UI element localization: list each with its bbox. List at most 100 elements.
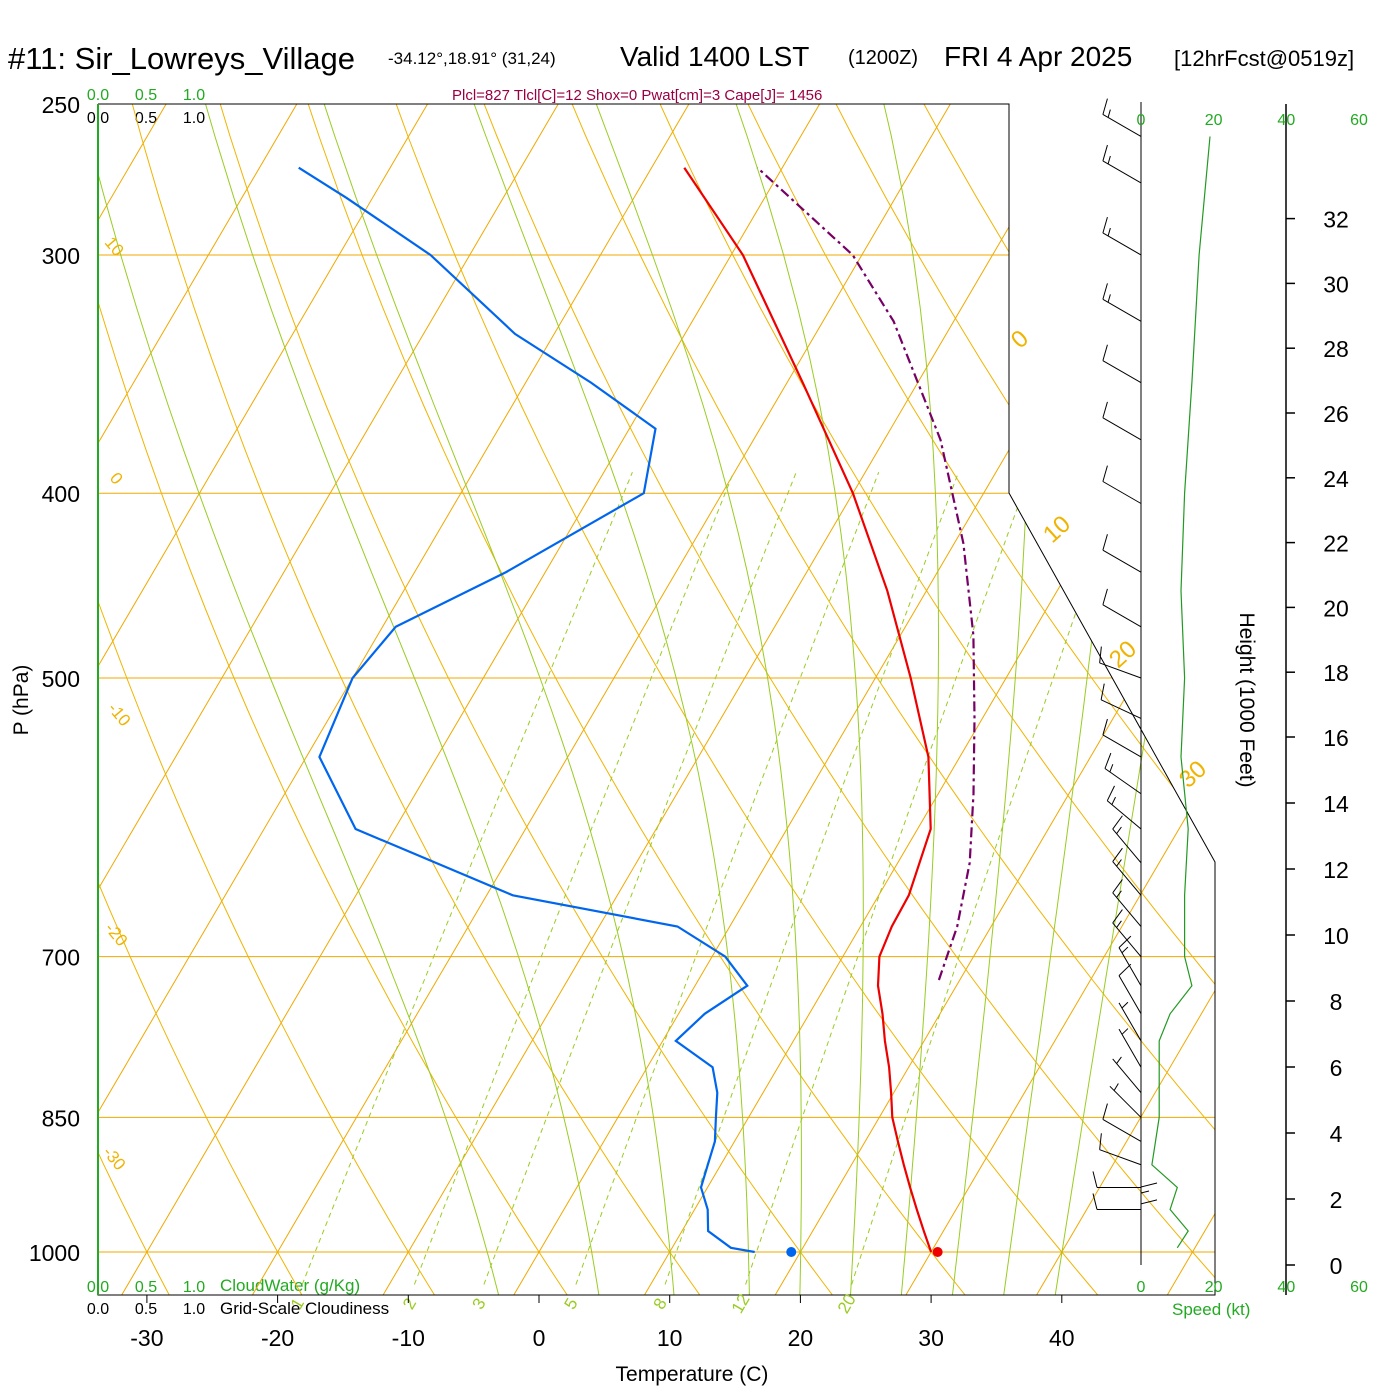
wind-speed-tick-label: 20 [1205,1279,1223,1296]
height-tick-label: 24 [1323,466,1349,492]
isotherm-line [98,104,559,891]
cloudiness-label: Grid-Scale Cloudiness [220,1299,389,1318]
barb-half-feather [1116,890,1122,898]
height-tick-label: 28 [1323,336,1349,362]
wind-speed-tick-label: 20 [1205,112,1223,129]
barb-staff [1112,828,1142,864]
temp-tick-label: 40 [1049,1325,1075,1351]
dry-adiabat [98,880,303,1295]
dewpoint-line [298,166,755,1254]
height-tick-label: 22 [1323,531,1349,557]
barb-staff [1118,975,1142,1015]
height-tick-label: 4 [1330,1121,1343,1147]
wind-barb [1099,1133,1142,1166]
barb-feather [1092,1193,1098,1210]
wind-barb [1112,1056,1142,1094]
barb-feather [1112,909,1123,924]
wind-speed-tick-label: 40 [1277,112,1295,129]
wind-barb [1140,1182,1158,1232]
wind-barb [1118,935,1142,986]
wind-speed-tick-label: 0 [1137,112,1146,129]
height-tick-label: 30 [1323,271,1349,297]
barb-half-feather [1140,1190,1150,1194]
barb-feather [1102,534,1108,551]
cloudwater-tick-label: 1.0 [183,1279,205,1296]
barb-feather [1118,963,1132,977]
plot-mask [1009,104,1215,862]
dry-adiabat-label: -30 [99,1143,129,1174]
temp-tick-label: -30 [130,1325,163,1351]
barb-half-feather [1107,227,1111,237]
barb-staff [1109,1085,1142,1118]
barb-feather [1112,847,1123,862]
height-tick-label: 6 [1330,1055,1343,1081]
mixing-ratio-label: 5 [561,1295,582,1313]
barb-half-feather [1121,1028,1129,1035]
wind-barb [1102,588,1142,628]
pressure-tick-label: 400 [42,481,80,507]
wind-barb [1106,785,1142,830]
cloudwater-tick-label: 0.5 [135,1279,157,1296]
moist-adiabat [883,104,940,1295]
wind-barb [1118,1001,1142,1042]
height-tick-label: 20 [1323,595,1349,621]
barb-staff [1102,232,1142,256]
height-tick-label: 10 [1323,923,1349,949]
wind-barb [1092,1193,1141,1211]
cloudiness-tick-label: 0.5 [135,1301,157,1318]
barb-half-feather [1107,155,1111,165]
barb-feather [1104,752,1112,769]
isotherm-line [251,104,951,1295]
mixing-ratio-line [483,472,797,1285]
wind-barb [1112,909,1142,957]
wind-barb [1112,815,1142,864]
wind-barb [1118,963,1142,1015]
wind-barb [1112,847,1142,896]
dry-adiabat-label: -20 [101,919,131,950]
barb-staff [1102,734,1142,758]
wind-barb [1102,1103,1142,1142]
moist-adiabat [735,104,864,1295]
station-coords: -34.12°,18.91° (31,24) [388,49,556,68]
pressure-tick-label: 300 [42,243,80,269]
pressure-tick-label: 1000 [29,1240,80,1266]
isotherm-line [98,104,298,445]
barb-feather [1118,935,1132,948]
barb-staff [1102,481,1142,504]
isotherm-line [1036,989,1215,1295]
barb-feather [1140,1182,1158,1188]
barb-feather [1099,1133,1102,1150]
cloud-axis-top: 0.0 0.5 1.00.0 0.5 1.0 [87,87,205,127]
barb-staff [1099,662,1142,679]
forecast-info: [12hrFcst@0519z] [1174,46,1354,71]
wind-barb [1102,344,1142,384]
barb-staff [1102,1118,1142,1142]
isotherm-line [905,766,1215,1295]
mixing-ratio-line [301,472,633,1285]
wind-speed-tick-label: 60 [1350,112,1368,129]
cloudwater-tick-label: 0.5 [135,87,157,104]
pressure-tick-label: 500 [42,666,80,692]
barb-staff [1099,1149,1142,1166]
moist-adiabat [98,171,500,1295]
dry-adiabat [98,1151,170,1295]
barb-feather [1112,815,1123,830]
barb-staff [1118,947,1142,986]
wind-barb [1102,216,1142,256]
moist-adiabat [595,104,802,1295]
isotherm-line [382,104,1082,1295]
mixing-ratio-lines [301,472,1126,1285]
barb-staff [1102,417,1142,441]
barb-feather [1102,283,1108,300]
barb-feather [1102,588,1108,605]
dry-adiabat [131,104,701,1295]
wind-barb [1102,534,1142,573]
barb-half-feather [1116,1056,1122,1064]
dry-adiabat [659,104,1215,986]
barb-staff [1102,160,1142,184]
dry-adiabat-label: -10 [104,699,134,730]
cloudwater-label: CloudWater (g/Kg) [220,1276,360,1295]
barb-feather [1102,465,1108,482]
